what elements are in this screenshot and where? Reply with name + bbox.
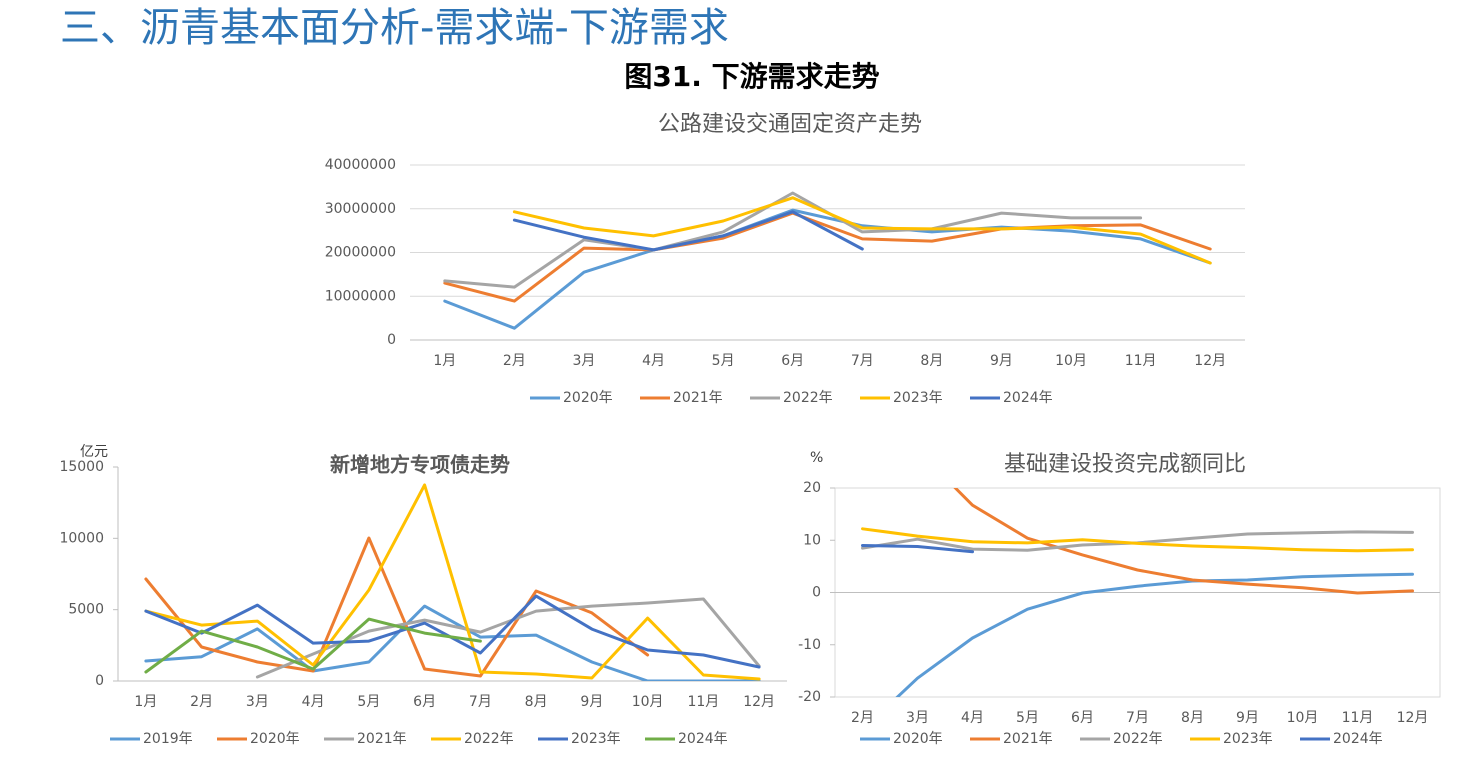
legend-label: 2024年 (678, 731, 728, 747)
series-line (443, 208, 1212, 330)
series-line (512, 210, 864, 252)
x-tick-label: 4月 (302, 694, 325, 710)
legend-label: 2022年 (1113, 731, 1163, 747)
x-tick-label: 3月 (906, 710, 929, 726)
legend-label: 2021年 (357, 731, 407, 747)
legend-label: 2021年 (1003, 731, 1053, 747)
x-tick-label: 10月 (1287, 710, 1319, 726)
x-tick-label: 4月 (961, 710, 984, 726)
x-tick-label: 7月 (469, 694, 492, 710)
x-tick-label: 7月 (851, 353, 874, 369)
y-tick-label: 20 (803, 480, 821, 496)
series-line (144, 483, 761, 681)
legend-label: 2024年 (1333, 731, 1383, 747)
x-tick-label: 12月 (1397, 710, 1429, 726)
legend-label: 2019年 (143, 731, 193, 747)
x-tick-label: 5月 (1016, 710, 1039, 726)
series-line (953, 488, 1414, 595)
x-tick-label: 10月 (1055, 353, 1087, 369)
x-tick-label: 6月 (781, 353, 804, 369)
x-tick-label: 11月 (1342, 710, 1374, 726)
chart-title: 公路建设交通固定资产走势 (658, 112, 922, 137)
legend-label: 2020年 (893, 731, 943, 747)
x-tick-label: 12月 (1194, 353, 1226, 369)
legend-label: 2022年 (783, 390, 833, 406)
x-tick-label: 4月 (642, 353, 665, 369)
legend-label: 2023年 (1223, 731, 1273, 747)
slide-title: 三、沥青基本面分析-需求端-下游需求 (60, 5, 729, 51)
series-line (861, 527, 1414, 553)
y-tick-label: -10 (798, 637, 821, 653)
legend-label: 2020年 (250, 731, 300, 747)
y-tick-label: 10 (803, 532, 821, 548)
y-tick-label: 10000000 (325, 288, 396, 304)
y-tick-label: 20000000 (325, 245, 396, 261)
legend-label: 2021年 (673, 390, 723, 406)
series-line (861, 544, 974, 554)
x-tick-label: 6月 (1071, 710, 1094, 726)
x-tick-label: 8月 (920, 353, 943, 369)
y-tick-label: 0 (387, 332, 396, 348)
x-tick-label: 5月 (357, 694, 380, 710)
legend-label: 2023年 (893, 390, 943, 406)
x-tick-label: 11月 (1125, 353, 1157, 369)
x-tick-label: 3月 (246, 694, 269, 710)
y-tick-label: 5000 (68, 602, 104, 618)
series-line (443, 191, 1143, 289)
series-line (512, 196, 1212, 265)
x-tick-label: 7月 (1126, 710, 1149, 726)
series-line (144, 536, 650, 678)
y-tick-label: 10000 (59, 530, 104, 546)
x-tick-label: 5月 (712, 353, 735, 369)
x-tick-label: 1月 (433, 353, 456, 369)
legend-label: 2023年 (571, 731, 621, 747)
x-tick-label: 9月 (990, 353, 1013, 369)
y-tick-label: -20 (798, 689, 821, 705)
x-tick-label: 10月 (632, 694, 664, 710)
legend-label: 2022年 (464, 731, 514, 747)
series-line (144, 604, 761, 681)
legend-label: 2024年 (1003, 390, 1053, 406)
x-tick-label: 2月 (190, 694, 213, 710)
x-tick-label: 1月 (134, 694, 157, 710)
x-tick-label: 9月 (1236, 710, 1259, 726)
chart-title: 基础建设投资完成额同比 (1004, 452, 1246, 477)
x-tick-label: 8月 (525, 694, 548, 710)
x-tick-label: 12月 (743, 694, 775, 710)
chart-title: 新增地方专项债走势 (330, 453, 510, 477)
figure-title: 图31. 下游需求走势 (624, 60, 879, 93)
x-tick-label: 11月 (687, 694, 719, 710)
x-tick-label: 2月 (851, 710, 874, 726)
x-tick-label: 2月 (503, 353, 526, 369)
y-tick-label: 30000000 (325, 201, 396, 217)
series-line (895, 572, 1414, 697)
series-line (861, 530, 1414, 552)
y-tick-label: 0 (812, 585, 821, 601)
y-tick-label: 40000000 (325, 157, 396, 173)
x-tick-label: 8月 (1181, 710, 1204, 726)
x-tick-label: 9月 (580, 694, 603, 710)
series-line (443, 211, 1212, 303)
y-tick-label: 0 (95, 673, 104, 689)
x-tick-label: 6月 (413, 694, 436, 710)
legend-label: 2020年 (563, 390, 613, 406)
x-tick-label: 3月 (572, 353, 595, 369)
y-tick-label: 15000 (59, 459, 104, 475)
y-axis-label: 亿元 (80, 444, 108, 460)
y-axis-label: % (810, 450, 823, 466)
series-line (144, 617, 482, 674)
